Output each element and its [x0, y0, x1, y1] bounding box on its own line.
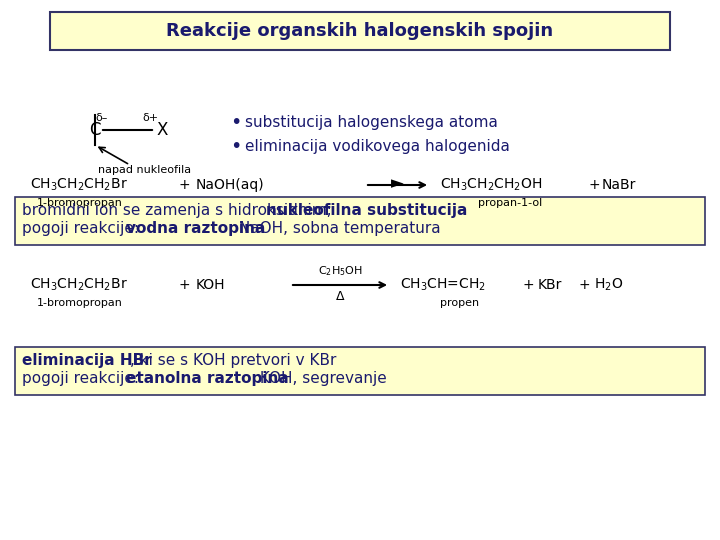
Text: X: X: [156, 121, 168, 139]
Text: C: C: [89, 121, 101, 139]
FancyBboxPatch shape: [15, 197, 705, 245]
Text: CH$_3$CH=CH$_2$: CH$_3$CH=CH$_2$: [400, 277, 486, 293]
Text: , ki se s KOH pretvori v KBr: , ki se s KOH pretvori v KBr: [130, 353, 336, 368]
Text: CH$_3$CH$_2$CH$_2$Br: CH$_3$CH$_2$CH$_2$Br: [30, 177, 127, 193]
Text: +: +: [178, 278, 189, 292]
Text: Reakcije organskih halogenskih spojin: Reakcije organskih halogenskih spojin: [166, 22, 554, 40]
Text: etanolna raztopina: etanolna raztopina: [126, 370, 289, 386]
Text: pogoji reakcije:: pogoji reakcije:: [22, 220, 144, 235]
Text: δ+: δ+: [142, 113, 158, 123]
Text: substitucija halogenskega atoma: substitucija halogenskega atoma: [245, 114, 498, 130]
Text: +: +: [578, 278, 590, 292]
Text: +: +: [588, 178, 600, 192]
Text: δ–: δ–: [96, 113, 108, 123]
Text: eliminacija vodikovega halogenida: eliminacija vodikovega halogenida: [245, 139, 510, 154]
Text: Δ: Δ: [336, 291, 344, 303]
Text: nukleofilna substitucija: nukleofilna substitucija: [266, 202, 467, 218]
Text: 1-bromopropan: 1-bromopropan: [37, 298, 123, 308]
Text: NaOH(aq): NaOH(aq): [196, 178, 265, 192]
Text: •: •: [230, 138, 241, 157]
FancyBboxPatch shape: [15, 347, 705, 395]
Text: NaBr: NaBr: [602, 178, 636, 192]
Text: bromidni ion se zamenja s hidroksidnim;: bromidni ion se zamenja s hidroksidnim;: [22, 202, 337, 218]
Text: vodna raztopina: vodna raztopina: [126, 220, 265, 235]
Text: H$_2$O: H$_2$O: [594, 277, 624, 293]
Text: KOH: KOH: [196, 278, 225, 292]
Text: napad nukleofila: napad nukleofila: [99, 165, 192, 175]
Text: +: +: [522, 278, 534, 292]
Text: CH$_3$CH$_2$CH$_2$Br: CH$_3$CH$_2$CH$_2$Br: [30, 277, 127, 293]
Text: CH$_3$CH$_2$CH$_2$OH: CH$_3$CH$_2$CH$_2$OH: [440, 177, 542, 193]
Text: 1-bromopropan: 1-bromopropan: [37, 198, 123, 208]
Text: NaOH, sobna temperatura: NaOH, sobna temperatura: [234, 220, 441, 235]
Text: KOH, segrevanje: KOH, segrevanje: [256, 370, 387, 386]
Text: pogoji reakcije:: pogoji reakcije:: [22, 370, 144, 386]
Text: •: •: [230, 112, 241, 132]
Text: ►: ►: [391, 174, 403, 192]
Text: KBr: KBr: [538, 278, 562, 292]
Text: C$_2$H$_5$OH: C$_2$H$_5$OH: [318, 264, 362, 278]
Text: eliminacija HBr: eliminacija HBr: [22, 353, 152, 368]
FancyBboxPatch shape: [50, 12, 670, 50]
Text: propan-1-ol: propan-1-ol: [478, 198, 542, 208]
Text: +: +: [178, 178, 189, 192]
Text: propen: propen: [441, 298, 480, 308]
